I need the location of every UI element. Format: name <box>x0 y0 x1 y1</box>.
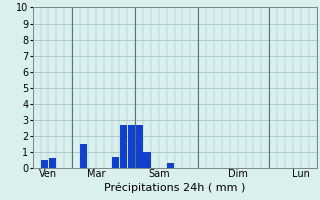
Bar <box>128 125 135 168</box>
Bar <box>80 144 87 168</box>
X-axis label: Précipitations 24h ( mm ): Précipitations 24h ( mm ) <box>104 182 245 193</box>
Bar <box>136 125 143 168</box>
Bar <box>49 158 56 168</box>
Bar <box>41 160 48 168</box>
Bar <box>120 125 127 168</box>
Bar <box>112 157 119 168</box>
Bar <box>143 152 151 168</box>
Bar <box>167 163 174 168</box>
